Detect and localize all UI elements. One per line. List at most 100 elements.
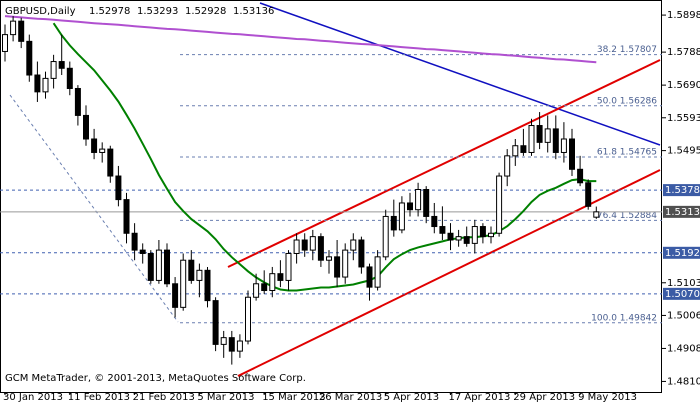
candle-body	[180, 259, 187, 308]
candle-body	[577, 168, 584, 184]
fibo-label: 38.2 1.57807	[597, 45, 657, 55]
candle-body	[374, 256, 381, 288]
candle-body	[228, 337, 235, 352]
candle-body	[390, 215, 397, 231]
level-label: 1.53782	[665, 185, 700, 196]
candle-body	[115, 175, 122, 201]
level-box	[663, 287, 700, 300]
moving-average	[4, 15, 597, 64]
candle-body	[439, 226, 446, 234]
candle-body	[423, 189, 430, 217]
candle-body	[301, 239, 308, 251]
candle-body	[447, 232, 454, 241]
candle-body	[50, 61, 57, 79]
candle-body	[277, 273, 284, 281]
candle-body	[585, 182, 592, 207]
x-tick-label: 9 May 2013	[578, 392, 637, 402]
x-tick-label: 17 Apr 2013	[449, 392, 511, 402]
candle-body	[293, 239, 300, 254]
candle-body	[10, 20, 17, 36]
candle-body	[2, 34, 8, 52]
y-tick-label: 1.54955	[667, 146, 700, 157]
candle-body	[317, 236, 324, 261]
candle-body	[415, 189, 422, 211]
candle-body	[350, 239, 357, 251]
header-value: 1.52978	[89, 6, 130, 17]
candle-body	[398, 202, 405, 231]
candle-body	[463, 236, 470, 244]
candle-body	[382, 215, 389, 258]
candle-body	[285, 252, 292, 281]
candle-body	[593, 211, 600, 218]
candle-body	[326, 256, 332, 261]
trendline	[259, 2, 661, 146]
level-box	[663, 184, 700, 197]
candle-body	[253, 283, 260, 298]
x-tick-label: 26 Mar 2013	[319, 392, 382, 402]
plot-frame	[0, 0, 662, 393]
candle-body	[139, 249, 146, 254]
x-tick-label: 15 Mar 2013	[262, 392, 325, 402]
header-value: 1.53136	[233, 6, 274, 17]
candle-body	[520, 145, 527, 153]
level-label: 1.51920	[665, 248, 700, 259]
candle-body	[58, 61, 65, 69]
candle-body	[560, 138, 567, 153]
y-tick-label: 1.57880	[667, 47, 700, 58]
fibo-label: 100.0 1.49842	[591, 313, 657, 323]
candle-body	[536, 125, 543, 143]
candle-body	[83, 114, 89, 140]
candle-body	[504, 155, 511, 177]
y-tick-label: 1.48100	[667, 376, 700, 387]
y-tick-label: 1.58980	[667, 10, 700, 21]
candle-body	[261, 283, 268, 292]
candle-body	[471, 226, 478, 244]
header-value: 1.52928	[185, 6, 226, 17]
plot	[9, 2, 661, 377]
candle-body	[569, 138, 575, 170]
candle-body	[91, 138, 98, 153]
candle-body	[488, 232, 494, 238]
fibo-label: 76.4 1.52884	[597, 211, 657, 221]
candle-body	[220, 337, 227, 345]
candle-body	[512, 145, 519, 157]
candle-body	[155, 249, 162, 281]
candle-body	[366, 266, 373, 288]
current-price-box	[663, 205, 700, 218]
candle-body	[196, 269, 203, 281]
candle-body	[164, 249, 170, 285]
header-value: 1.53293	[137, 6, 178, 17]
candle-body	[236, 340, 243, 352]
y-tick-label: 1.56900	[667, 80, 700, 91]
candle-body	[74, 87, 81, 116]
moving-average	[52, 22, 597, 292]
y-tick-label: 1.49080	[667, 343, 700, 354]
candle-body	[528, 125, 535, 153]
candle-body	[107, 148, 114, 177]
x-tick-label: 11 Feb 2013	[68, 392, 130, 402]
candle-body	[309, 236, 316, 251]
candle-body	[358, 239, 365, 268]
candle-body	[552, 128, 559, 153]
candle-body	[172, 283, 179, 308]
candle-body	[131, 232, 138, 251]
candle-body	[479, 226, 486, 238]
y-tick-label: 1.50060	[667, 310, 700, 321]
y-tick-label: 1.51030	[667, 278, 700, 289]
x-tick-label: 30 Jan 2013	[3, 392, 63, 402]
candle-body	[42, 77, 49, 93]
level-box	[663, 246, 700, 259]
candle-body	[204, 269, 211, 302]
x-tick-label: 5 Mar 2013	[197, 392, 254, 402]
candle-body	[26, 40, 33, 76]
candle-body	[123, 199, 130, 234]
candle-body	[334, 256, 341, 278]
candle-body	[544, 128, 551, 143]
candle-body	[34, 74, 41, 93]
candle-body	[431, 215, 438, 228]
candle-body	[407, 202, 413, 211]
candle-body	[18, 20, 25, 42]
candle-body	[245, 296, 251, 342]
